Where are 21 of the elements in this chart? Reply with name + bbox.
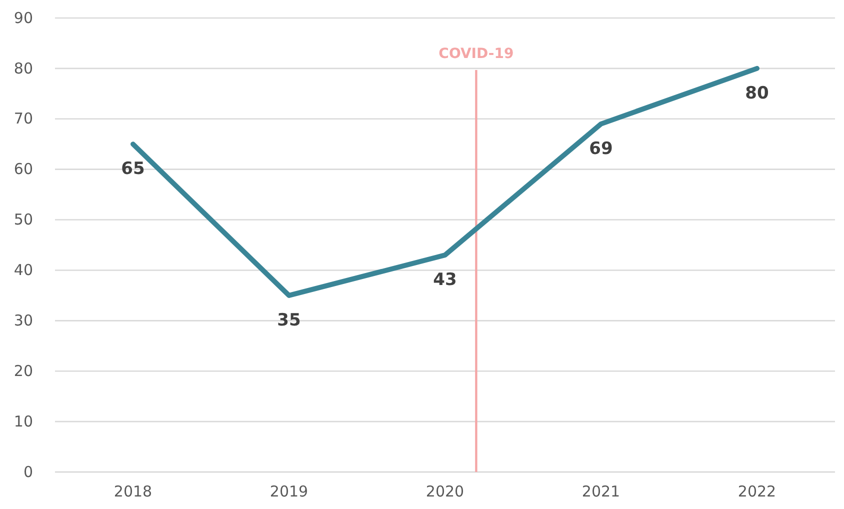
y-tick-label: 80 [14,59,33,78]
x-tick-label: 2022 [738,482,776,501]
y-tick-label: 30 [14,311,33,330]
ref-line-label: COVID-19 [438,46,514,62]
x-tick-label: 2020 [426,482,464,501]
data-label: 35 [277,310,301,330]
y-tick-label: 0 [23,462,33,481]
x-tick-label: 2018 [114,482,152,501]
x-tick-label: 2021 [582,482,620,501]
x-tick-label: 2019 [270,482,308,501]
y-tick-label: 70 [14,110,33,128]
y-tick-label: 40 [14,261,33,280]
data-label: 80 [745,83,769,104]
data-label: 43 [433,270,457,290]
y-tick-label: 60 [14,160,33,178]
y-tick-label: 20 [14,362,33,380]
data-label: 69 [589,138,613,159]
y-tick-label: 50 [14,210,33,229]
data-label: 65 [121,159,145,180]
y-tick-label: 10 [14,412,33,430]
y-tick-label: 90 [14,8,33,27]
